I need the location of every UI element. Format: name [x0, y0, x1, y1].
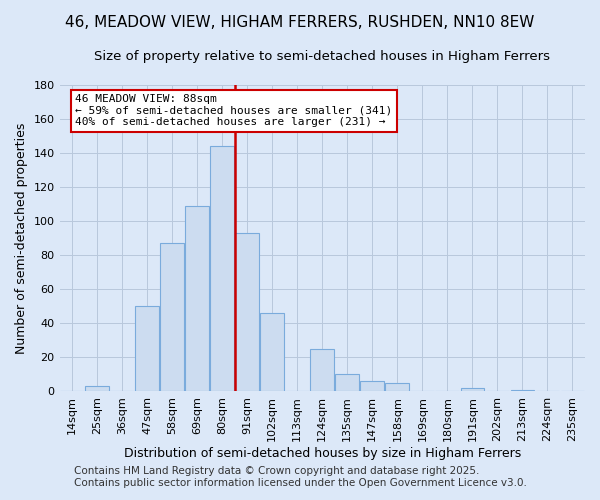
Bar	[385, 383, 409, 392]
Text: 46, MEADOW VIEW, HIGHAM FERRERS, RUSHDEN, NN10 8EW: 46, MEADOW VIEW, HIGHAM FERRERS, RUSHDEN…	[65, 15, 535, 30]
Bar	[260, 313, 284, 392]
Text: Contains HM Land Registry data © Crown copyright and database right 2025.
Contai: Contains HM Land Registry data © Crown c…	[74, 466, 526, 487]
Bar	[185, 206, 209, 392]
Bar	[85, 386, 109, 392]
Bar	[160, 244, 184, 392]
Bar	[335, 374, 359, 392]
Bar	[210, 146, 234, 392]
X-axis label: Distribution of semi-detached houses by size in Higham Ferrers: Distribution of semi-detached houses by …	[124, 447, 521, 460]
Bar	[310, 349, 334, 392]
Bar	[511, 390, 535, 392]
Bar	[461, 388, 484, 392]
Bar	[235, 233, 259, 392]
Title: Size of property relative to semi-detached houses in Higham Ferrers: Size of property relative to semi-detach…	[94, 50, 550, 63]
Bar	[135, 306, 159, 392]
Bar	[361, 381, 384, 392]
Text: 46 MEADOW VIEW: 88sqm
← 59% of semi-detached houses are smaller (341)
40% of sem: 46 MEADOW VIEW: 88sqm ← 59% of semi-deta…	[76, 94, 392, 128]
Y-axis label: Number of semi-detached properties: Number of semi-detached properties	[15, 122, 28, 354]
